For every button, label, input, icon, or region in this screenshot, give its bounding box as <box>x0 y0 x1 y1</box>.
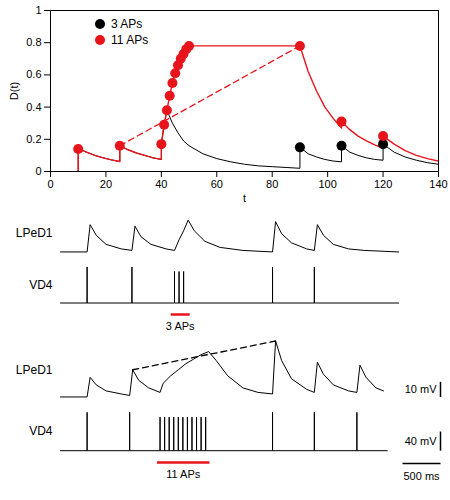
svg-text:80: 80 <box>266 178 278 190</box>
svg-text:D(t): D(t) <box>8 82 20 100</box>
svg-text:100: 100 <box>318 178 336 190</box>
svg-text:t: t <box>243 192 246 204</box>
svg-text:VD4: VD4 <box>29 278 53 292</box>
svg-text:LPeD1: LPeD1 <box>16 226 53 240</box>
svg-text:140: 140 <box>429 178 447 190</box>
svg-text:LPeD1: LPeD1 <box>16 363 53 377</box>
svg-text:0: 0 <box>35 165 41 177</box>
svg-text:40: 40 <box>155 178 167 190</box>
svg-text:0.6: 0.6 <box>26 68 41 80</box>
svg-text:0.4: 0.4 <box>26 101 41 113</box>
html-text:3 APs: 3 APs <box>111 17 143 31</box>
svg-text:40 mV: 40 mV <box>405 435 437 447</box>
html-text:11 APs: 11 APs <box>111 33 149 47</box>
svg-text:500 ms: 500 ms <box>403 470 440 482</box>
svg-text:VD4: VD4 <box>29 424 53 438</box>
svg-text:120: 120 <box>374 178 392 190</box>
svg-text:20: 20 <box>100 178 112 190</box>
svg-text:0: 0 <box>47 178 53 190</box>
svg-text:1: 1 <box>35 4 41 16</box>
svg-text:3 APs: 3 APs <box>166 320 195 332</box>
svg-text:0.8: 0.8 <box>26 36 41 48</box>
svg-text:11 APs: 11 APs <box>166 468 201 480</box>
svg-text:60: 60 <box>211 178 223 190</box>
svg-text:0.2: 0.2 <box>26 133 41 145</box>
svg-text:10 mV: 10 mV <box>405 383 437 395</box>
